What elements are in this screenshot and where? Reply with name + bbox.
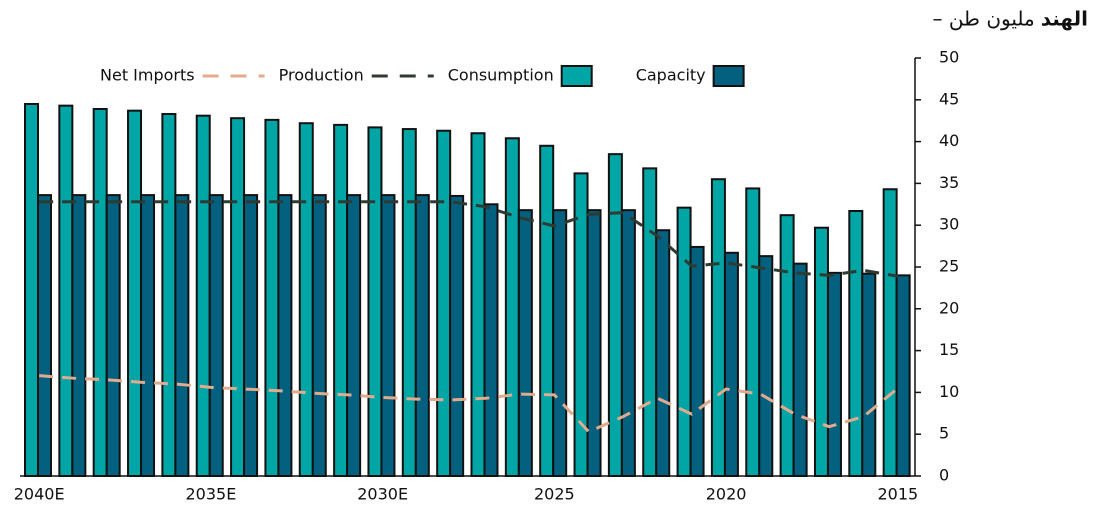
x-tick-label: 2035E <box>185 485 236 504</box>
bar <box>504 137 520 477</box>
bar <box>92 107 108 477</box>
bar <box>161 113 177 478</box>
bar <box>105 194 121 477</box>
bar <box>882 188 898 477</box>
bar <box>367 126 383 477</box>
bar <box>710 178 726 477</box>
legend-label: Capacity <box>636 66 706 85</box>
bar <box>642 167 658 478</box>
bar <box>140 194 156 477</box>
legend-swatch <box>560 65 593 87</box>
bar <box>607 153 623 477</box>
bar <box>676 206 692 477</box>
legend-swatch <box>712 65 745 87</box>
bar <box>792 262 808 477</box>
bar <box>401 128 417 477</box>
legend-label: Consumption <box>448 66 554 85</box>
y-tick-label: 25 <box>939 257 959 276</box>
bar <box>436 129 452 477</box>
bar <box>826 271 842 477</box>
y-tick-label: 10 <box>939 382 959 401</box>
legend-label: Net Imports <box>100 66 195 85</box>
bar <box>333 123 349 477</box>
bar <box>449 194 465 477</box>
bar <box>517 209 533 477</box>
y-tick-label: 35 <box>939 173 959 192</box>
bar <box>552 209 568 477</box>
bar <box>311 194 327 477</box>
chart-subtitle: – مليون طن <box>932 7 1034 31</box>
bar <box>586 209 602 477</box>
bar <box>758 255 774 477</box>
x-tick-label: 2020 <box>706 485 747 504</box>
bar <box>208 194 224 477</box>
bar <box>620 209 636 477</box>
bar <box>723 251 739 477</box>
bar <box>848 209 864 477</box>
line-series <box>39 374 899 434</box>
x-tick-label: 2025 <box>534 485 575 504</box>
bar <box>277 194 293 477</box>
y-tick-label: 15 <box>939 340 959 359</box>
bar <box>745 187 761 478</box>
y-tick-label: 0 <box>939 466 949 485</box>
y-tick-label: 45 <box>939 89 959 108</box>
bar <box>37 194 52 477</box>
bar <box>779 214 795 477</box>
chart-title: الهند <box>1041 7 1088 31</box>
legend-label: Production <box>279 66 364 85</box>
x-tick-label: 2040E <box>14 485 65 504</box>
bar <box>414 194 430 477</box>
bar <box>861 272 877 477</box>
line-series <box>39 200 899 278</box>
y-tick-label: 20 <box>939 298 959 317</box>
bar <box>483 203 499 478</box>
y-tick-label: 30 <box>939 215 959 234</box>
bar <box>71 194 87 477</box>
bar <box>195 114 211 478</box>
bar <box>895 274 911 477</box>
bar <box>298 122 314 477</box>
bar <box>127 109 143 477</box>
x-tick-label: 2030E <box>357 485 408 504</box>
bar <box>813 226 829 477</box>
x-tick-label: 2015 <box>877 485 918 504</box>
bar <box>470 132 486 478</box>
y-tick-label: 40 <box>939 131 959 150</box>
bar <box>243 194 259 477</box>
bar <box>655 229 671 477</box>
bar <box>230 117 246 478</box>
y-tick-label: 5 <box>939 424 949 443</box>
bar <box>264 118 280 477</box>
bar <box>58 104 74 477</box>
bar <box>174 194 190 477</box>
bar <box>689 245 705 477</box>
bar <box>24 102 39 477</box>
y-tick-label: 50 <box>939 48 959 67</box>
bar <box>380 194 396 477</box>
bar <box>539 144 555 477</box>
bar <box>346 194 362 477</box>
